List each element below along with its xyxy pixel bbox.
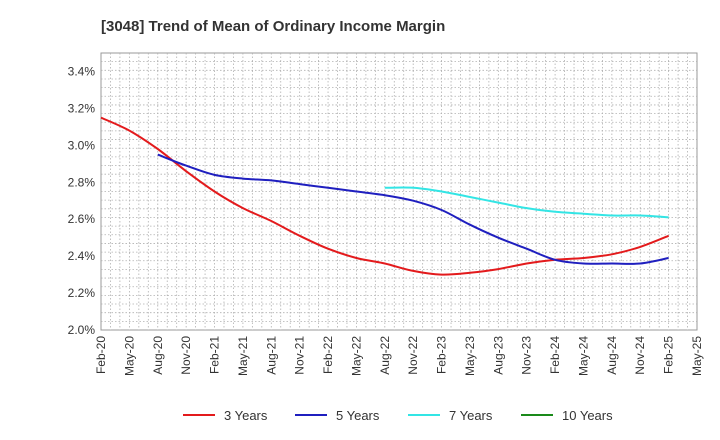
x-tick-label: Feb-25 [662, 336, 676, 374]
x-tick-label: Aug-20 [151, 336, 165, 375]
x-tick-label: Nov-20 [179, 336, 193, 375]
y-tick-label: 2.4% [68, 249, 96, 263]
x-tick-label: Aug-21 [264, 336, 278, 375]
x-tick-label: Feb-24 [548, 336, 562, 374]
x-tick-label: May-23 [463, 336, 477, 376]
y-tick-label: 2.0% [68, 323, 96, 337]
series-line-7-years [384, 186, 669, 219]
legend-label-10-years: 10 Years [562, 408, 613, 423]
x-tick-label: Feb-23 [435, 336, 449, 374]
y-tick-label: 3.2% [68, 101, 96, 115]
x-tick-label: Feb-22 [321, 336, 335, 374]
x-tick-label: Aug-24 [605, 336, 619, 375]
legend: 3 Years 5 Years 7 Years 10 Years [183, 408, 613, 423]
x-tick-label: May-22 [349, 336, 363, 376]
chart-title: [3048] Trend of Mean of Ordinary Income … [101, 18, 445, 35]
x-axis: Feb-20 May-20 Aug-20 Nov-20 Feb-21 May-21 Aug-… [94, 336, 704, 376]
x-tick-label: May-20 [122, 336, 136, 376]
x-tick-label: Nov-21 [293, 336, 307, 375]
legend-label-7-years: 7 Years [449, 408, 493, 423]
legend-label-3-years: 3 Years [224, 408, 268, 423]
series-line-5-years [157, 153, 669, 265]
x-tick-label: Aug-23 [491, 336, 505, 375]
y-tick-label: 2.8% [68, 175, 96, 189]
y-tick-label: 3.0% [68, 138, 96, 152]
x-tick-label: May-24 [576, 336, 590, 376]
y-tick-label: 2.6% [68, 212, 96, 226]
x-tick-label: Nov-23 [520, 336, 534, 375]
x-tick-label: Aug-22 [378, 336, 392, 375]
x-tick-label: Feb-20 [94, 336, 108, 374]
series-lines [100, 116, 669, 276]
y-axis: 2.0% 2.2% 2.4% 2.6% 2.8% 3.0% 3.2% 3.4% [68, 64, 96, 337]
x-tick-label: Nov-22 [406, 336, 420, 375]
y-tick-label: 2.2% [68, 286, 96, 300]
legend-label-5-years: 5 Years [336, 408, 380, 423]
x-tick-label: May-21 [236, 336, 250, 376]
x-tick-label: Feb-21 [208, 336, 222, 374]
x-tick-label: May-25 [690, 336, 704, 376]
series-line-3-years [100, 116, 669, 276]
x-tick-label: Nov-24 [633, 336, 647, 375]
y-tick-label: 3.4% [68, 64, 96, 78]
grid-lines [101, 53, 697, 330]
